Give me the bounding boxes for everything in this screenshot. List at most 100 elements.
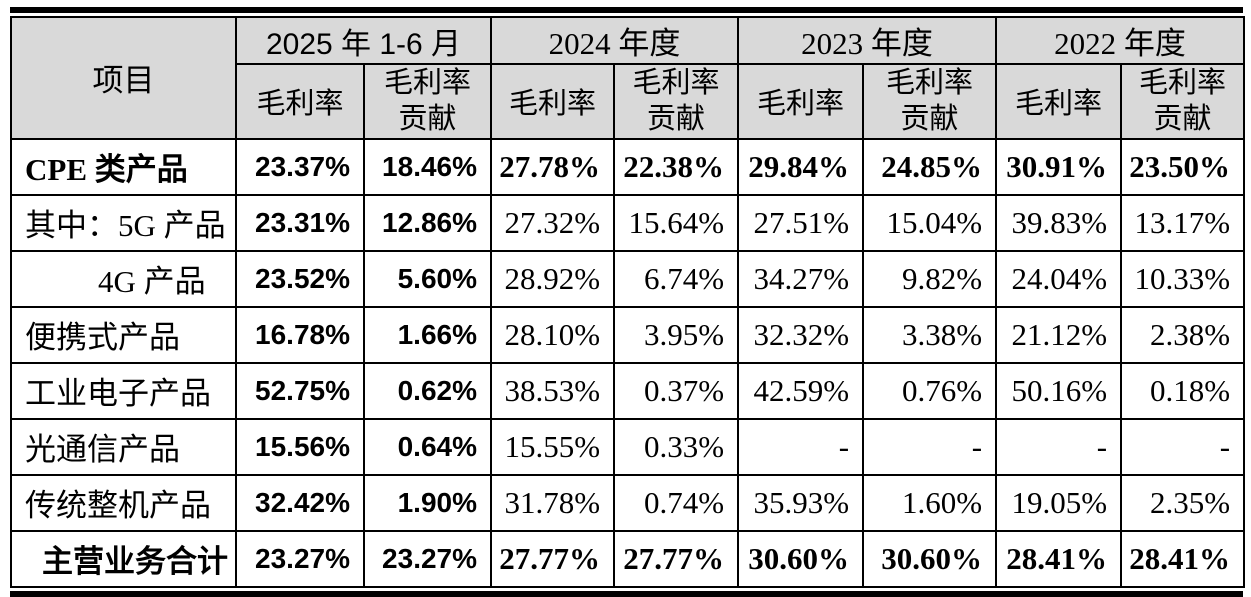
- cell-2022-contribution: 28.41%: [1120, 529, 1246, 588]
- cell-2022-contribution: 10.33%: [1120, 249, 1246, 308]
- row-label: CPE 类产品: [10, 137, 237, 196]
- table-row-main-business-total: 主营业务合计 23.27% 23.27% 27.77% 27.77% 30.60…: [10, 529, 1246, 588]
- col-header-item: 项目: [10, 16, 237, 140]
- cell-2023-contribution: 24.85%: [862, 137, 998, 196]
- cell-2023-gross-margin: 35.93%: [737, 473, 865, 532]
- cell-2024-contribution: 15.64%: [613, 193, 740, 252]
- header-row-metrics: 毛利率 毛利率贡献 毛利率 毛利率贡献 毛利率 毛利率贡献 毛利率 毛利率贡献: [11, 63, 1246, 140]
- cell-2023-gross-margin: 30.60%: [737, 529, 865, 588]
- subheader-2023-gross-margin: 毛利率: [737, 63, 865, 140]
- row-label: 主营业务合计: [10, 529, 237, 588]
- period-header-2022: 2022 年度: [995, 16, 1246, 65]
- cell-2022-gross-margin: -: [995, 417, 1123, 476]
- cell-2022-contribution: 2.35%: [1120, 473, 1246, 532]
- cell-2024-contribution: 3.95%: [613, 305, 740, 364]
- period-header-2023: 2023 年度: [737, 16, 998, 65]
- cell-2025-contribution: 12.86%: [362, 193, 493, 252]
- subheader-text: 毛利率贡献: [383, 67, 471, 136]
- cell-2025-gross-margin: 23.31%: [235, 193, 365, 252]
- subheader-2025-margin-contribution: 毛利率贡献: [362, 63, 493, 140]
- table-row-traditional-complete-units: 传统整机产品 32.42% 1.90% 31.78% 0.74% 35.93% …: [10, 473, 1246, 532]
- cell-2024-gross-margin: 38.53%: [490, 361, 616, 420]
- cell-2025-contribution: 0.62%: [362, 361, 493, 420]
- table-row-industrial-electronics: 工业电子产品 52.75% 0.62% 38.53% 0.37% 42.59% …: [10, 361, 1246, 420]
- cell-2025-contribution: 18.46%: [362, 137, 493, 196]
- cell-2025-contribution: 5.60%: [362, 249, 493, 308]
- cell-2024-contribution: 6.74%: [613, 249, 740, 308]
- cell-2022-gross-margin: 39.83%: [995, 193, 1123, 252]
- cell-2025-gross-margin: 23.52%: [235, 249, 365, 308]
- cell-2025-gross-margin: 32.42%: [235, 473, 365, 532]
- gross-margin-table: 项目 2025 年 1-6 月 2024 年度 2023 年度 2022 年度 …: [10, 16, 1246, 588]
- row-label: 便携式产品: [10, 305, 237, 364]
- cell-2023-contribution: -: [862, 417, 998, 476]
- table-row-portable-products: 便携式产品 16.78% 1.66% 28.10% 3.95% 32.32% 3…: [10, 305, 1246, 364]
- cell-2022-contribution: -: [1120, 417, 1246, 476]
- cell-2023-gross-margin: 29.84%: [737, 137, 865, 196]
- cell-2025-gross-margin: 15.56%: [235, 417, 365, 476]
- cell-2023-gross-margin: 42.59%: [737, 361, 865, 420]
- cell-2024-gross-margin: 28.92%: [490, 249, 616, 308]
- header-row-periods: 项目 2025 年 1-6 月 2024 年度 2023 年度 2022 年度: [10, 16, 1246, 140]
- cell-2022-contribution: 23.50%: [1120, 137, 1246, 196]
- cell-2024-gross-margin: 27.78%: [490, 137, 616, 196]
- period-header-2024: 2024 年度: [490, 16, 740, 65]
- cell-2022-gross-margin: 50.16%: [995, 361, 1123, 420]
- cell-2025-gross-margin: 23.37%: [235, 137, 365, 196]
- cell-2025-contribution: 1.90%: [362, 473, 493, 532]
- cell-2024-gross-margin: 28.10%: [490, 305, 616, 364]
- cell-2023-contribution: 9.82%: [862, 249, 998, 308]
- subheader-2024-gross-margin: 毛利率: [490, 63, 616, 140]
- row-label: 光通信产品: [10, 417, 237, 476]
- cell-2025-contribution: 1.66%: [362, 305, 493, 364]
- cell-2025-gross-margin: 16.78%: [235, 305, 365, 364]
- cell-2023-gross-margin: -: [737, 417, 865, 476]
- cell-2023-gross-margin: 34.27%: [737, 249, 865, 308]
- cell-2024-gross-margin: 31.78%: [490, 473, 616, 532]
- cell-2024-contribution: 0.37%: [613, 361, 740, 420]
- cell-2022-contribution: 0.18%: [1120, 361, 1246, 420]
- cell-2024-contribution: 0.33%: [613, 417, 740, 476]
- row-label: 传统整机产品: [10, 473, 237, 532]
- cell-2024-contribution: 22.38%: [613, 137, 740, 196]
- subheader-text: 毛利率贡献: [1139, 67, 1227, 136]
- table-row-optical-communication: 光通信产品 15.56% 0.64% 15.55% 0.33% - - - -: [10, 417, 1246, 476]
- subheader-2024-margin-contribution: 毛利率贡献: [613, 63, 740, 140]
- cell-2022-gross-margin: 28.41%: [995, 529, 1123, 588]
- cell-2025-gross-margin: 23.27%: [235, 529, 365, 588]
- table-row-5g-products: 其中：5G 产品 23.31% 12.86% 27.32% 15.64% 27.…: [10, 193, 1246, 252]
- cell-2022-gross-margin: 24.04%: [995, 249, 1123, 308]
- subheader-2022-margin-contribution: 毛利率贡献: [1120, 63, 1246, 140]
- cell-2022-gross-margin: 30.91%: [995, 137, 1123, 196]
- row-label: 4G 产品: [10, 249, 237, 308]
- subheader-2025-gross-margin: 毛利率: [235, 63, 365, 140]
- cell-2023-contribution: 0.76%: [862, 361, 998, 420]
- cell-2025-contribution: 0.64%: [362, 417, 493, 476]
- cell-2024-contribution: 27.77%: [613, 529, 740, 588]
- cell-2024-gross-margin: 15.55%: [490, 417, 616, 476]
- table-row-4g-products: 4G 产品 23.52% 5.60% 28.92% 6.74% 34.27% 9…: [10, 249, 1246, 308]
- subheader-text: 毛利率贡献: [632, 67, 720, 136]
- cell-2023-contribution: 3.38%: [862, 305, 998, 364]
- cell-2023-contribution: 30.60%: [862, 529, 998, 588]
- cell-2024-gross-margin: 27.32%: [490, 193, 616, 252]
- cell-2023-gross-margin: 27.51%: [737, 193, 865, 252]
- table-outer-border: 项目 2025 年 1-6 月 2024 年度 2023 年度 2022 年度 …: [10, 7, 1246, 597]
- cell-2023-contribution: 15.04%: [862, 193, 998, 252]
- cell-2023-contribution: 1.60%: [862, 473, 998, 532]
- row-label: 工业电子产品: [10, 361, 237, 420]
- cell-2025-contribution: 23.27%: [362, 529, 493, 588]
- cell-2024-gross-margin: 27.77%: [490, 529, 616, 588]
- cell-2024-contribution: 0.74%: [613, 473, 740, 532]
- subheader-2023-margin-contribution: 毛利率贡献: [862, 63, 998, 140]
- cell-2022-gross-margin: 21.12%: [995, 305, 1123, 364]
- cell-2022-contribution: 13.17%: [1120, 193, 1246, 252]
- cell-2022-contribution: 2.38%: [1120, 305, 1246, 364]
- cell-2025-gross-margin: 52.75%: [235, 361, 365, 420]
- row-label: 其中：5G 产品: [10, 193, 237, 252]
- cell-2022-gross-margin: 19.05%: [995, 473, 1123, 532]
- subheader-text: 毛利率贡献: [886, 67, 974, 136]
- period-header-2025h1: 2025 年 1-6 月: [234, 16, 493, 65]
- subheader-2022-gross-margin: 毛利率: [995, 63, 1123, 140]
- table-row-cpe-products: CPE 类产品 23.37% 18.46% 27.78% 22.38% 29.8…: [10, 137, 1246, 196]
